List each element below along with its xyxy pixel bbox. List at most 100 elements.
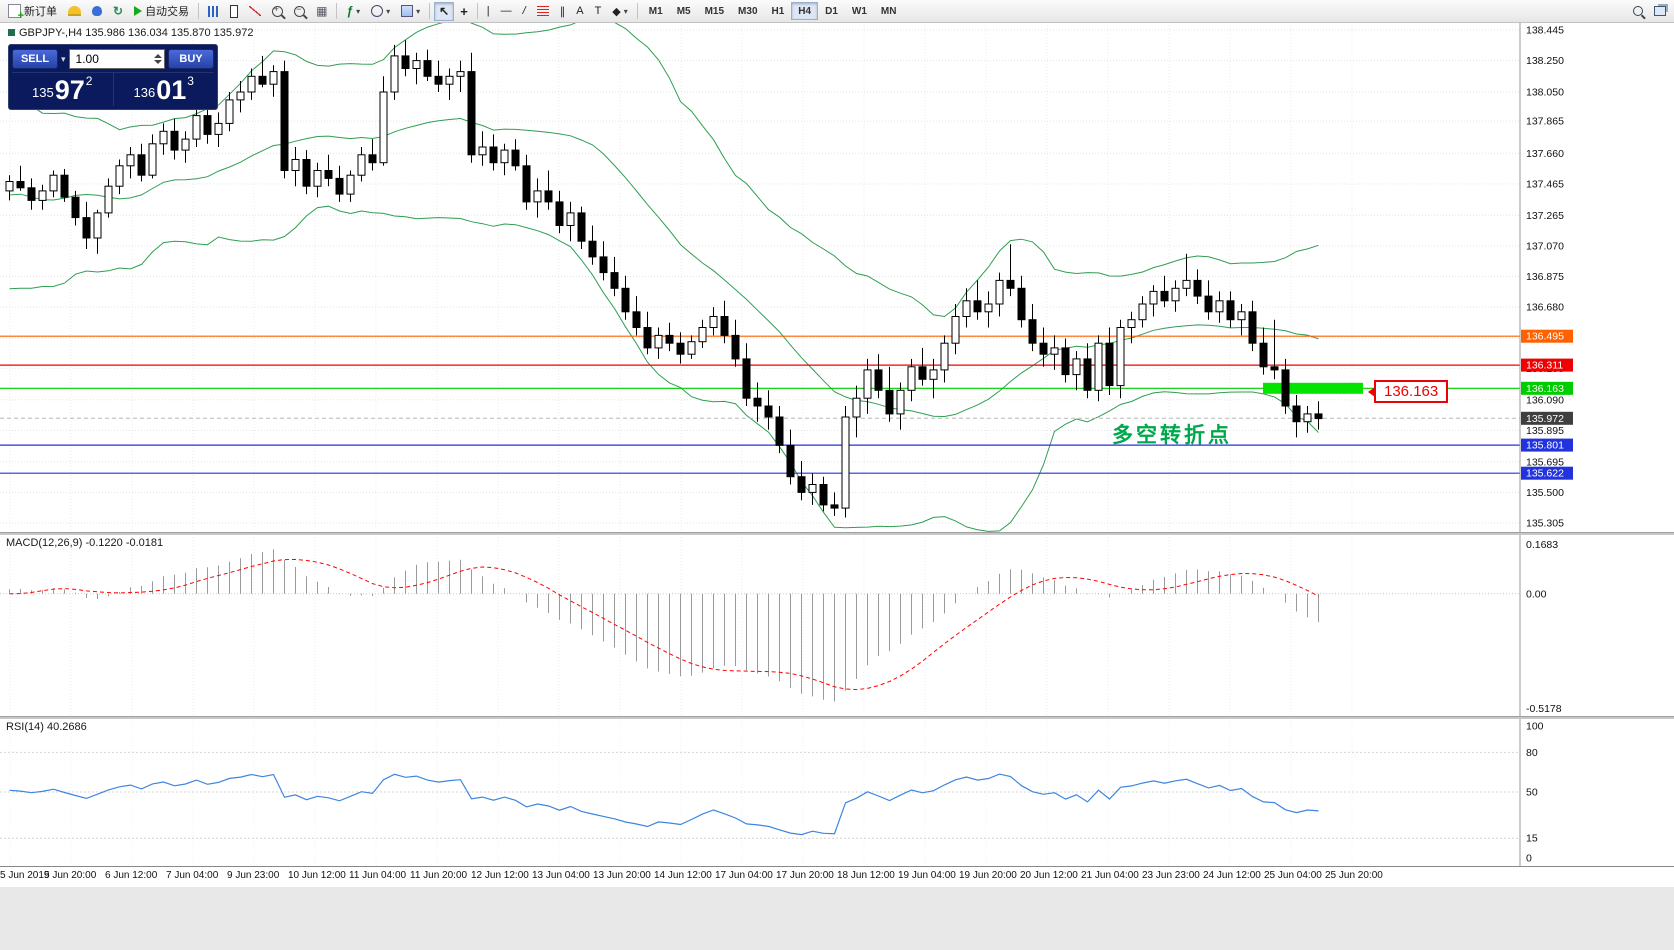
time-label: 11 Jun 04:00 bbox=[349, 870, 407, 881]
templates-button[interactable]: ▾ bbox=[396, 2, 425, 21]
metaeditor-button[interactable] bbox=[63, 2, 86, 21]
panel-divider[interactable] bbox=[0, 532, 1674, 535]
lot-size-stepper[interactable] bbox=[154, 54, 162, 64]
panel-divider[interactable] bbox=[0, 716, 1674, 719]
timeframe-h1-button[interactable]: H1 bbox=[765, 2, 792, 20]
svg-text:0.1683: 0.1683 bbox=[1526, 539, 1558, 551]
timeframe-m1-button[interactable]: M1 bbox=[642, 2, 670, 20]
market-button[interactable] bbox=[87, 2, 107, 21]
auto-trading-button[interactable]: 自动交易 bbox=[129, 2, 194, 21]
left-arrow-icon bbox=[1368, 386, 1375, 397]
caret-down-icon: ▾ bbox=[386, 6, 391, 16]
svg-text:135.305: 135.305 bbox=[1526, 518, 1564, 530]
horizontal-line-icon: — bbox=[500, 5, 512, 17]
bottom-strip bbox=[0, 886, 1674, 950]
svg-text:137.070: 137.070 bbox=[1526, 240, 1564, 252]
lot-size-value[interactable]: 1.00 bbox=[75, 52, 99, 66]
sell-button[interactable]: SELL bbox=[12, 49, 58, 69]
svg-text:135.695: 135.695 bbox=[1526, 456, 1564, 468]
one-click-trading-panel: SELL ▾ 1.00 BUY 135 97 2 136 01 3 bbox=[8, 44, 218, 110]
macd-header: MACD(12,26,9) -0.1220 -0.0181 bbox=[6, 537, 164, 549]
indicators-button[interactable]: ƒ ▾ bbox=[341, 2, 365, 21]
label-tool-button[interactable]: T bbox=[590, 2, 607, 21]
hat-icon bbox=[68, 6, 81, 16]
time-label: 17 Jun 20:00 bbox=[776, 870, 834, 881]
search-button[interactable] bbox=[1628, 2, 1648, 21]
timeframe-w1-button[interactable]: W1 bbox=[845, 2, 874, 20]
time-label: 9 Jun 23:00 bbox=[227, 870, 280, 881]
fibonacci-tool-button[interactable] bbox=[532, 2, 554, 21]
caret-down-icon: ▾ bbox=[623, 6, 628, 16]
time-axis[interactable]: 5 Jun 2019 5 Jun 20:00 6 Jun 12:00 7 Jun 04… bbox=[0, 866, 1674, 887]
svg-text:136.680: 136.680 bbox=[1526, 302, 1564, 314]
price-label-box[interactable]: 136.163 bbox=[1368, 380, 1449, 403]
trendline-icon: / bbox=[522, 5, 526, 17]
windows-button[interactable] bbox=[1649, 2, 1671, 21]
lot-size-input[interactable]: 1.00 bbox=[68, 49, 165, 69]
svg-text:137.660: 137.660 bbox=[1526, 148, 1564, 160]
spin-up-icon[interactable] bbox=[154, 54, 162, 58]
chart-ohlc-text: GBPJPY-,H4 135.986 136.034 135.870 135.9… bbox=[19, 27, 254, 39]
timeframe-h4-button[interactable]: H4 bbox=[791, 2, 819, 20]
svg-text:137.265: 137.265 bbox=[1526, 210, 1564, 222]
grid-icon: ▦ bbox=[316, 4, 328, 18]
bar-chart-button[interactable] bbox=[203, 2, 224, 21]
buy-price[interactable]: 136 01 3 bbox=[114, 73, 215, 106]
timeframe-m15-button[interactable]: M15 bbox=[698, 2, 731, 20]
spin-down-icon[interactable] bbox=[154, 60, 162, 64]
new-order-button[interactable]: 新订单 bbox=[3, 2, 62, 22]
vertical-line-tool-button[interactable]: | bbox=[482, 2, 495, 21]
rsi-scale: 100 80 50 15 0 bbox=[1526, 721, 1544, 865]
macd-grid bbox=[0, 534, 1520, 716]
timeframe-m30-button[interactable]: M30 bbox=[731, 2, 764, 20]
timeframe-d1-button[interactable]: D1 bbox=[818, 2, 845, 20]
price-scale-markers: 136.495 136.311 136.163 135.801 135.622 135.9… bbox=[1521, 329, 1573, 480]
horizontal-line-tool-button[interactable]: — bbox=[496, 2, 517, 21]
highlight-rectangle[interactable] bbox=[1263, 382, 1363, 394]
main-chart[interactable]: 138.445 138.250 138.050 137.865 137.660 137.4… bbox=[0, 22, 1674, 532]
annotation-text[interactable]: 多空转折点 bbox=[1112, 424, 1232, 447]
time-label: 20 Jun 12:00 bbox=[1020, 870, 1078, 881]
candlestick-chart-button[interactable] bbox=[225, 2, 243, 21]
time-label: 24 Jun 12:00 bbox=[1203, 870, 1261, 881]
buy-button[interactable]: BUY bbox=[168, 49, 214, 69]
macd-signal-line bbox=[9, 558, 1319, 691]
timeframe-m5-button[interactable]: M5 bbox=[670, 2, 698, 20]
crosshair-icon: + bbox=[460, 3, 468, 19]
periods-button[interactable]: ▾ bbox=[366, 2, 395, 21]
channel-tool-button[interactable]: ∥ bbox=[555, 2, 571, 21]
cursor-tool-button[interactable]: ↖ bbox=[434, 1, 455, 21]
crosshair-tool-button[interactable]: + bbox=[455, 2, 473, 21]
time-label: 6 Jun 12:00 bbox=[105, 870, 158, 881]
rsi-panel[interactable]: 100 80 50 15 0 bbox=[0, 718, 1674, 866]
time-label: 23 Jun 23:00 bbox=[1142, 870, 1200, 881]
caret-down-icon: ▾ bbox=[356, 6, 361, 16]
one-click-menu-caret[interactable]: ▾ bbox=[61, 53, 66, 64]
price-label-text: 136.163 bbox=[1384, 383, 1439, 400]
time-label: 5 Jun 20:00 bbox=[44, 870, 97, 881]
svg-text:137.865: 137.865 bbox=[1526, 116, 1564, 128]
sell-price[interactable]: 135 97 2 bbox=[12, 73, 113, 106]
text-icon: A bbox=[576, 5, 584, 17]
timeframe-mn-button[interactable]: MN bbox=[874, 2, 904, 20]
time-label: 12 Jun 12:00 bbox=[471, 870, 529, 881]
svg-text:0: 0 bbox=[1526, 853, 1532, 865]
time-label: 5 Jun 2019 bbox=[0, 870, 50, 881]
macd-panel[interactable]: 0.1683 0.00 -0.5178 bbox=[0, 534, 1674, 716]
text-tool-button[interactable]: A bbox=[571, 2, 588, 21]
svg-text:135.801: 135.801 bbox=[1526, 440, 1564, 452]
shapes-tool-button[interactable]: ◆ ▾ bbox=[607, 2, 632, 21]
chart-icon bbox=[8, 29, 15, 36]
zoom-out-button[interactable] bbox=[289, 2, 310, 21]
line-chart-button[interactable] bbox=[244, 2, 266, 21]
svg-text:137.465: 137.465 bbox=[1526, 178, 1564, 190]
line-chart-icon bbox=[249, 6, 262, 16]
zoom-in-button[interactable] bbox=[267, 2, 288, 21]
indicators-icon: ƒ bbox=[346, 4, 354, 18]
macd-scale: 0.1683 0.00 -0.5178 bbox=[1526, 539, 1562, 715]
tile-windows-button[interactable]: ▦ bbox=[311, 2, 332, 21]
time-label: 18 Jun 12:00 bbox=[837, 870, 895, 881]
trendline-tool-button[interactable]: / bbox=[518, 2, 531, 21]
svg-text:100: 100 bbox=[1526, 721, 1544, 733]
refresh-button[interactable]: ↻ bbox=[108, 2, 128, 21]
